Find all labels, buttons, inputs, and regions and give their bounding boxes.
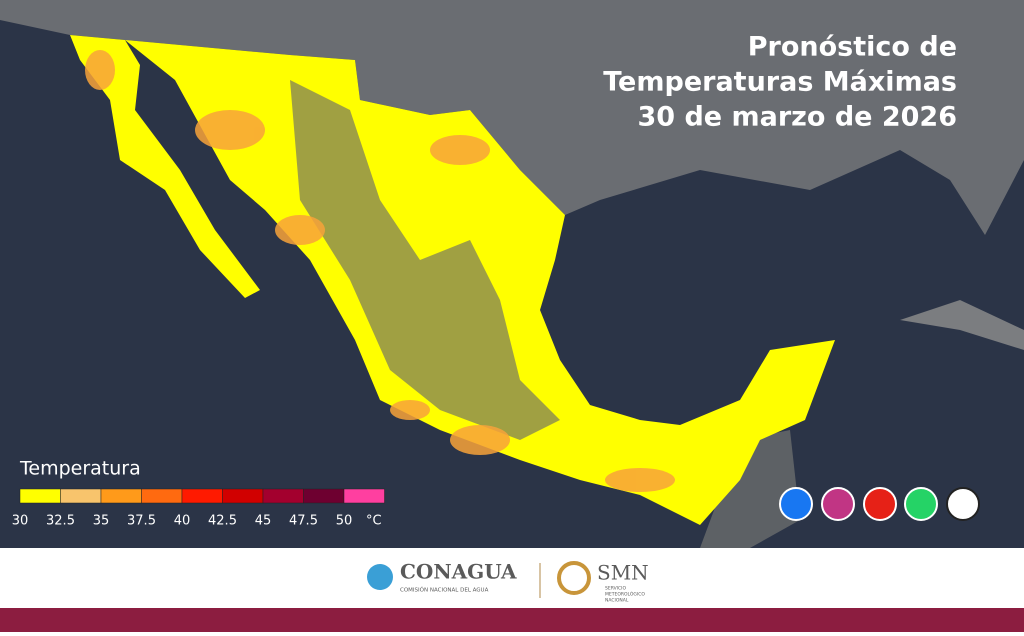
legend-swatch [303, 488, 345, 504]
smn-subtitle: NACIONAL [605, 598, 629, 604]
whatsapp-icon[interactable] [904, 487, 938, 521]
warm-patches [85, 50, 675, 492]
legend-label: 37.5 [127, 514, 156, 529]
north-land [0, 0, 1024, 235]
legend-swatch [100, 488, 142, 504]
legend-label: 32.5 [46, 514, 75, 529]
title-line: 30 de marzo de 2026 [637, 102, 957, 133]
conagua-name: CONAGUA [400, 560, 517, 584]
title-line: Pronóstico de [748, 32, 957, 63]
legend-label: 42.5 [208, 514, 237, 529]
legend-swatch [19, 488, 61, 504]
highlands [290, 80, 560, 440]
title: Pronóstico de Temperaturas Máximas 30 de… [603, 32, 957, 133]
instagram-icon[interactable] [821, 487, 855, 521]
legend-swatch [262, 488, 304, 504]
legend-swatch [343, 488, 385, 504]
footer [0, 548, 1024, 608]
baja-california [70, 35, 260, 298]
legend-swatch [181, 488, 223, 504]
legend: 30 32.5 35 37.5 40 42.5 45 47.5 50 °C [12, 488, 385, 529]
legend-label: 45 [255, 514, 272, 529]
title-line: Temperaturas Máximas [603, 67, 957, 98]
central-america [700, 430, 800, 548]
x-icon[interactable] [946, 487, 980, 521]
legend-unit: °C [366, 514, 382, 529]
smn-logo [557, 561, 591, 595]
legend-swatch [222, 488, 264, 504]
smn-subtitle: SERVICIO [605, 586, 626, 592]
social-icons [779, 487, 980, 521]
bottom-band [0, 608, 1024, 632]
conagua-logo [367, 564, 393, 590]
legend-swatch [141, 488, 183, 504]
legend-title: Temperatura [19, 458, 141, 480]
smn-name: SMN [597, 561, 649, 585]
smn-subtitle: METEOROLÓGICO [605, 591, 645, 598]
legend-label: 40 [174, 514, 191, 529]
legend-label: 47.5 [289, 514, 318, 529]
legend-label: 50 [336, 514, 353, 529]
legend-label: 30 [12, 514, 29, 529]
legend-swatch [60, 488, 102, 504]
youtube-icon[interactable] [863, 487, 897, 521]
facebook-icon[interactable] [779, 487, 813, 521]
conagua-subtitle: COMISIÓN NACIONAL DEL AGUA [400, 587, 489, 594]
cuba [900, 300, 1024, 350]
legend-label: 35 [93, 514, 110, 529]
